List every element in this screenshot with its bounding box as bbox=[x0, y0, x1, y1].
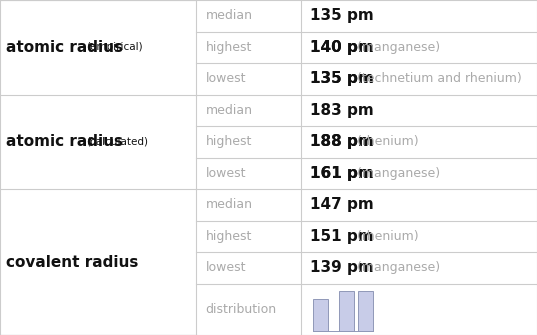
Text: 161 pm: 161 pm bbox=[310, 166, 374, 181]
Text: 140 pm: 140 pm bbox=[310, 40, 374, 55]
Text: median: median bbox=[206, 104, 253, 117]
Text: 151 pm: 151 pm bbox=[310, 229, 374, 244]
Text: 188 pm: 188 pm bbox=[310, 134, 374, 149]
Text: median: median bbox=[206, 198, 253, 211]
Text: (technetium and rhenium): (technetium and rhenium) bbox=[349, 72, 521, 85]
Text: 139 pm: 139 pm bbox=[310, 260, 374, 275]
Text: 135 pm: 135 pm bbox=[310, 71, 374, 86]
Text: 183 pm: 183 pm bbox=[310, 103, 374, 118]
Text: 147 pm: 147 pm bbox=[310, 197, 374, 212]
Text: atomic radius: atomic radius bbox=[6, 40, 124, 55]
Text: highest: highest bbox=[206, 135, 252, 148]
Text: 161 pm: 161 pm bbox=[310, 166, 374, 181]
Text: lowest: lowest bbox=[206, 167, 246, 180]
Bar bbox=[358, 291, 373, 331]
Text: highest: highest bbox=[206, 230, 252, 243]
Text: (calculated): (calculated) bbox=[86, 137, 148, 147]
Text: (rhenium): (rhenium) bbox=[349, 135, 418, 148]
Text: lowest: lowest bbox=[206, 261, 246, 274]
Text: (manganese): (manganese) bbox=[349, 261, 440, 274]
Text: (manganese): (manganese) bbox=[349, 167, 440, 180]
Text: distribution: distribution bbox=[206, 303, 277, 316]
Text: 135 pm: 135 pm bbox=[310, 8, 374, 23]
Text: atomic radius: atomic radius bbox=[6, 134, 124, 149]
Text: (empirical): (empirical) bbox=[86, 42, 142, 52]
Text: 140 pm: 140 pm bbox=[310, 40, 374, 55]
Text: 135 pm: 135 pm bbox=[310, 71, 374, 86]
Text: 188 pm: 188 pm bbox=[310, 134, 374, 149]
Text: median: median bbox=[206, 9, 253, 22]
Text: covalent radius: covalent radius bbox=[6, 255, 139, 270]
Text: (rhenium): (rhenium) bbox=[349, 230, 418, 243]
Text: highest: highest bbox=[206, 41, 252, 54]
Bar bbox=[339, 291, 354, 331]
Text: lowest: lowest bbox=[206, 72, 246, 85]
Bar bbox=[313, 299, 328, 331]
Text: (manganese): (manganese) bbox=[349, 41, 440, 54]
